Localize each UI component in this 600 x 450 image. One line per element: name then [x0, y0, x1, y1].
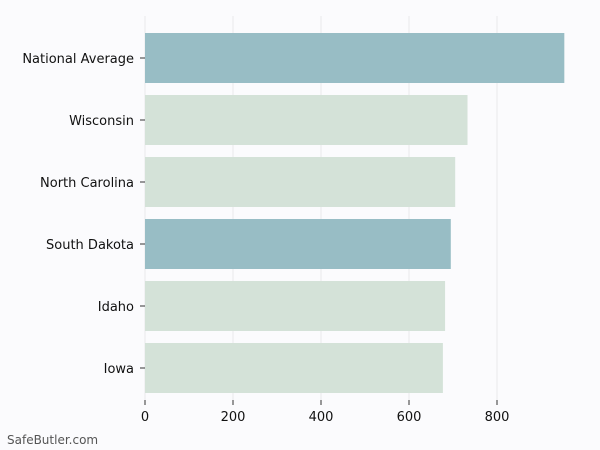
bar [145, 281, 446, 331]
x-tick-label: 600 [397, 410, 422, 425]
category-label: South Dakota [46, 238, 134, 253]
category-label: Iowa [104, 362, 134, 377]
x-tick-label: 200 [221, 410, 246, 425]
category-label: Idaho [98, 300, 134, 315]
x-tick-label: 400 [309, 410, 334, 425]
bar [145, 95, 468, 145]
category-label: North Carolina [40, 176, 134, 191]
x-tick-label: 0 [141, 410, 149, 425]
category-label: National Average [22, 52, 134, 67]
bar [145, 33, 565, 83]
bar [145, 343, 443, 393]
bars [145, 33, 565, 393]
bar [145, 157, 456, 207]
category-label: Wisconsin [69, 114, 134, 129]
bar [145, 219, 451, 269]
watermark: SafeButler.com [7, 433, 99, 447]
x-axis-ticks: 0 200 400 600 800 [141, 400, 510, 425]
category-labels: National Average Wisconsin North Carolina S… [22, 52, 145, 377]
x-tick-label: 800 [485, 410, 510, 425]
